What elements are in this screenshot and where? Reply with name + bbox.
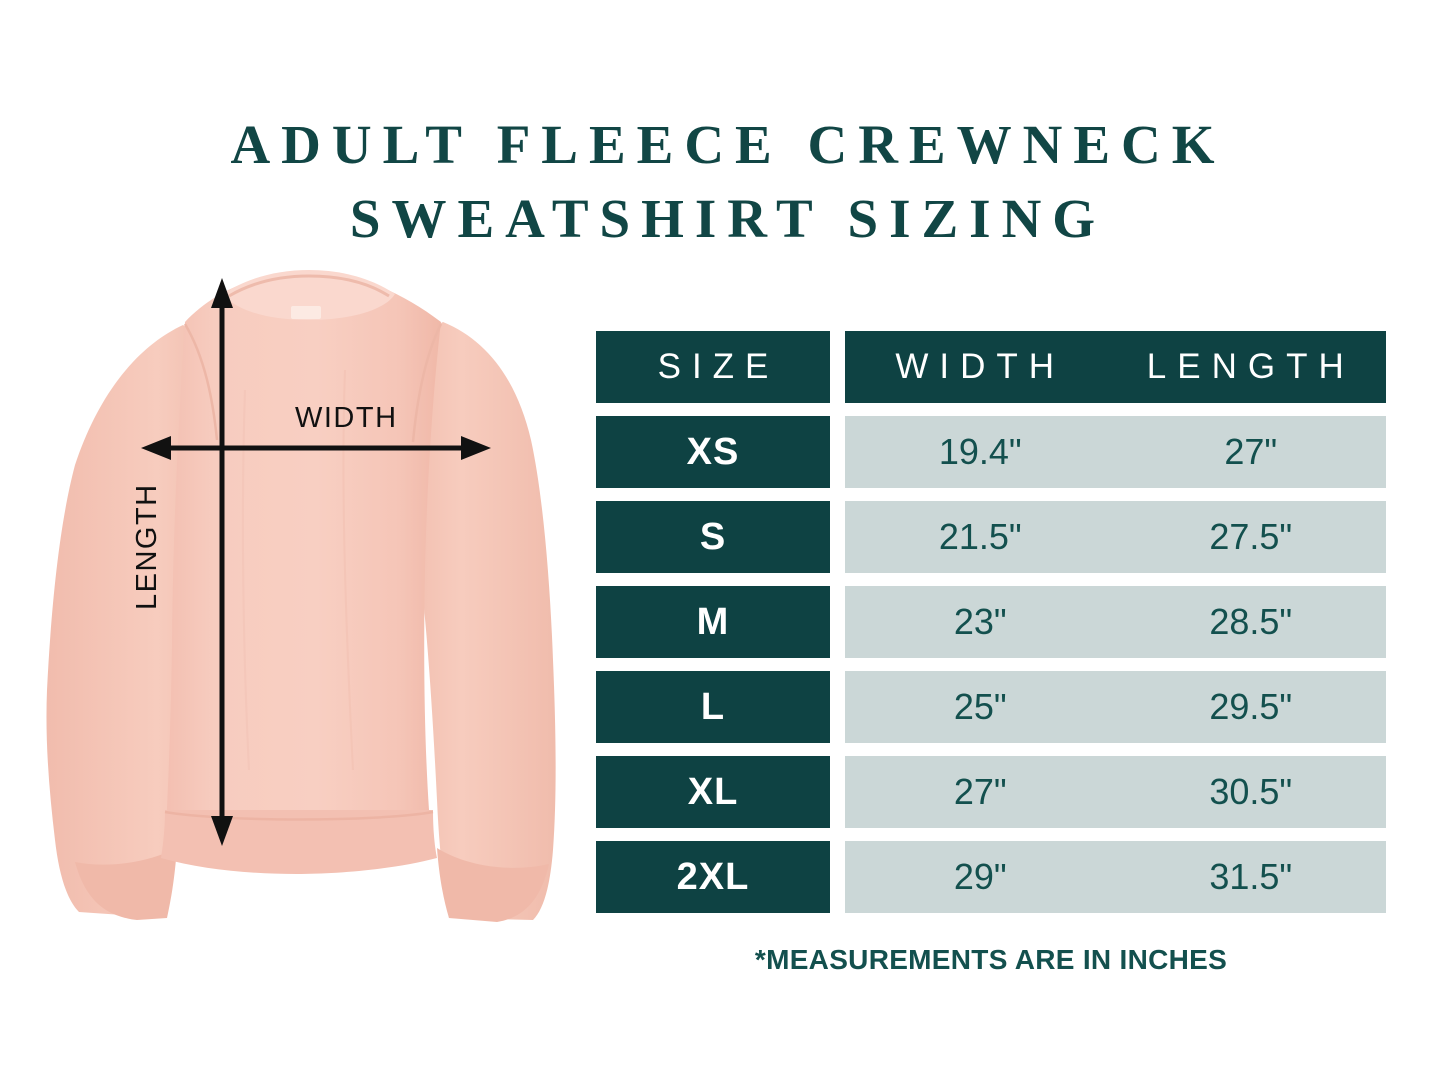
size-cell-2xl: 2XL <box>596 841 830 913</box>
length-value-cell: 29.5" <box>1116 686 1387 728</box>
size-label: XL <box>687 770 739 813</box>
width-value-cell: 29" <box>845 856 1116 898</box>
length-arrow-head-bottom <box>211 816 233 846</box>
table-row: M 23" 28.5" <box>596 586 1386 658</box>
left-shoulder-seam <box>183 323 219 441</box>
header-cell-values: WIDTH LENGTH <box>845 331 1386 403</box>
table-header-row: SIZE WIDTH LENGTH <box>596 331 1386 403</box>
width-value-cell: 23" <box>845 601 1116 643</box>
length-value-cell: 28.5" <box>1116 601 1387 643</box>
width-value: 29" <box>953 856 1007 897</box>
values-cell-s: 21.5" 27.5" <box>845 501 1386 573</box>
header-cell-width: WIDTH <box>845 347 1116 387</box>
size-cell-xs: XS <box>596 416 830 488</box>
left-cuff <box>75 848 177 920</box>
length-value: 27.5" <box>1209 516 1293 557</box>
length-value-cell: 31.5" <box>1116 856 1387 898</box>
length-value: 28.5" <box>1209 601 1293 642</box>
header-label-length: LENGTH <box>1146 347 1355 386</box>
length-value-cell: 30.5" <box>1116 771 1387 813</box>
fabric-fold <box>241 389 250 771</box>
hem-seam-line <box>164 810 434 821</box>
size-chart-table: SIZE WIDTH LENGTH XS 19.4" 27" S <box>596 331 1386 926</box>
width-value: 25" <box>953 686 1007 727</box>
size-label: M <box>696 600 730 643</box>
width-value-cell: 21.5" <box>845 516 1116 558</box>
page-title-line-2: SWEATSHIRT SIZING <box>349 188 1107 249</box>
length-arrow-head-top <box>211 278 233 308</box>
page-title-line-1: ADULT FLEECE CREWNECK <box>230 114 1226 175</box>
sweatshirt-illustration-icon <box>46 270 556 922</box>
length-value-cell: 27" <box>1116 431 1387 473</box>
width-arrow-head-right <box>461 436 491 460</box>
width-value-cell: 19.4" <box>845 431 1116 473</box>
size-cell-m: M <box>596 586 830 658</box>
size-label: L <box>700 685 726 728</box>
header-label-size: SIZE <box>657 347 780 386</box>
width-dimension-label: WIDTH <box>295 402 398 434</box>
length-value: 31.5" <box>1209 856 1293 897</box>
table-row: XL 27" 30.5" <box>596 756 1386 828</box>
width-value: 27" <box>953 771 1007 812</box>
hem-ribbing <box>161 810 437 874</box>
collar-inner-edge <box>228 274 390 298</box>
values-cell-m: 23" 28.5" <box>845 586 1386 658</box>
right-shoulder-seam <box>411 323 443 443</box>
fabric-fold <box>342 369 354 771</box>
length-value: 30.5" <box>1209 771 1293 812</box>
size-cell-s: S <box>596 501 830 573</box>
header-cell-size: SIZE <box>596 331 830 403</box>
values-cell-2xl: 29" 31.5" <box>845 841 1386 913</box>
right-cuff <box>437 848 549 922</box>
sweatshirt-body <box>165 272 441 850</box>
width-value: 23" <box>953 601 1007 642</box>
values-cell-xl: 27" 30.5" <box>845 756 1386 828</box>
values-cell-l: 25" 29.5" <box>845 671 1386 743</box>
length-value-cell: 27.5" <box>1116 516 1387 558</box>
width-value: 21.5" <box>938 516 1022 557</box>
size-label: 2XL <box>676 855 750 898</box>
size-label: S <box>699 515 727 558</box>
measurement-units-note: *MEASUREMENTS ARE IN INCHES <box>754 944 1228 975</box>
width-arrow-head-left <box>141 436 171 460</box>
size-cell-l: L <box>596 671 830 743</box>
size-label: XS <box>686 430 740 473</box>
size-cell-xl: XL <box>596 756 830 828</box>
header-cell-length: LENGTH <box>1116 347 1387 387</box>
width-value: 19.4" <box>938 431 1022 472</box>
table-row: L 25" 29.5" <box>596 671 1386 743</box>
width-value-cell: 25" <box>845 686 1116 728</box>
table-row: 2XL 29" 31.5" <box>596 841 1386 913</box>
neck-tag <box>291 306 321 319</box>
page-title: ADULT FLEECE CREWNECK SWEATSHIRT SIZING <box>0 108 1445 256</box>
width-value-cell: 27" <box>845 771 1116 813</box>
length-value: 27" <box>1224 431 1278 472</box>
header-label-width: WIDTH <box>895 347 1066 386</box>
length-dimension-label: LENGTH <box>131 483 163 610</box>
values-cell-xs: 19.4" 27" <box>845 416 1386 488</box>
sweatshirt-diagram: WIDTH LENGTH <box>45 250 585 940</box>
length-value: 29.5" <box>1209 686 1293 727</box>
table-row: XS 19.4" 27" <box>596 416 1386 488</box>
table-row: S 21.5" 27.5" <box>596 501 1386 573</box>
